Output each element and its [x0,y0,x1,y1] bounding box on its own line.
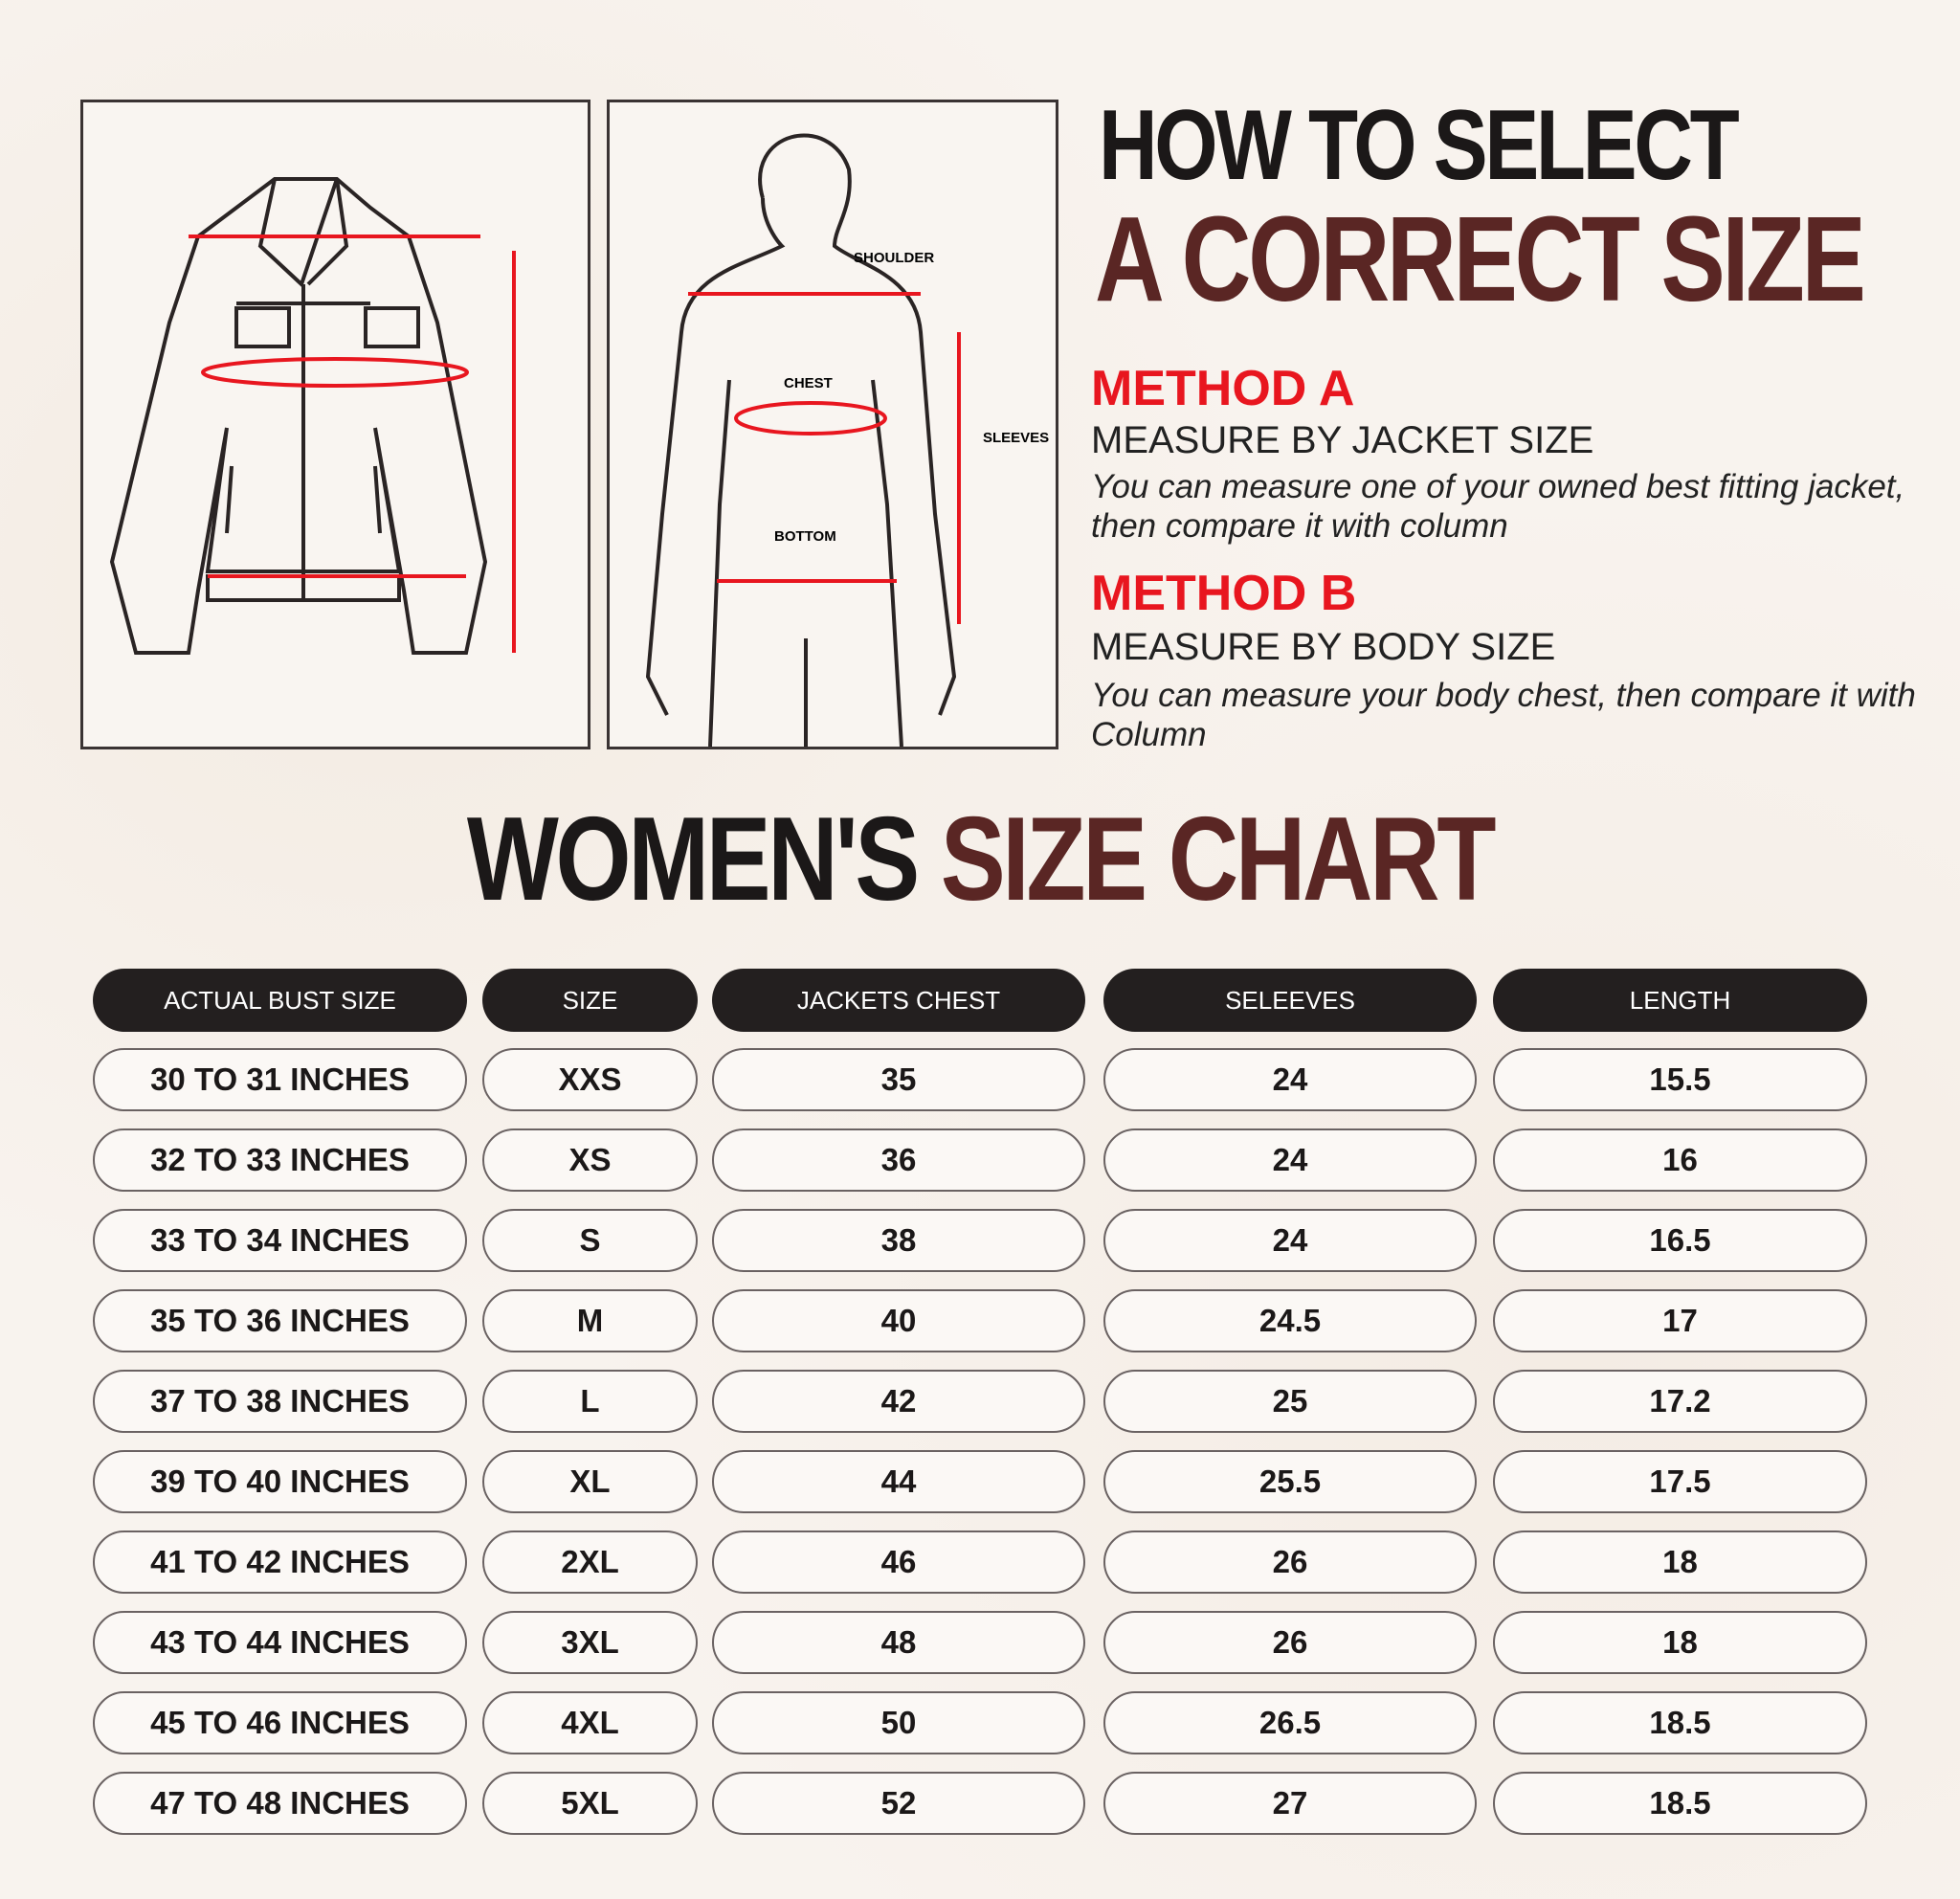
table-cell: 30 TO 31 INCHES [93,1048,467,1111]
table-cell: S [482,1209,698,1272]
table-cell: 24 [1103,1128,1477,1192]
table-cell: 36 [712,1128,1085,1192]
column-header: JACKETS CHEST [712,969,1085,1032]
table-cell: 16.5 [1493,1209,1867,1272]
table-cell: 35 TO 36 INCHES [93,1289,467,1352]
table-cell: 17.2 [1493,1370,1867,1433]
table-cell: 4XL [482,1691,698,1754]
chart-title-part1: WOMEN'S [466,793,920,926]
table-cell: 26 [1103,1530,1477,1594]
table-cell: 18.5 [1493,1772,1867,1835]
heading-line2: A CORRECT SIZE [1095,191,1866,326]
table-cell: XL [482,1450,698,1513]
table-cell: 24 [1103,1048,1477,1111]
table-cell: 46 [712,1530,1085,1594]
chest-label: CHEST [784,375,833,391]
table-cell: 41 TO 42 INCHES [93,1530,467,1594]
table-cell: 26 [1103,1611,1477,1674]
table-cell: 44 [712,1450,1085,1513]
table-cell: 15.5 [1493,1048,1867,1111]
table-cell: 35 [712,1048,1085,1111]
table-cell: 52 [712,1772,1085,1835]
column-header: LENGTH [1493,969,1867,1032]
table-cell: 27 [1103,1772,1477,1835]
table-cell: 24.5 [1103,1289,1477,1352]
heading-line1: HOW TO SELECT [1099,90,1740,201]
table-cell: 25 [1103,1370,1477,1433]
table-cell: 39 TO 40 INCHES [93,1450,467,1513]
table-cell: 32 TO 33 INCHES [93,1128,467,1192]
table-cell: 43 TO 44 INCHES [93,1611,467,1674]
table-cell: 16 [1493,1128,1867,1192]
table-cell: 47 TO 48 INCHES [93,1772,467,1835]
table-cell: XXS [482,1048,698,1111]
table-cell: 3XL [482,1611,698,1674]
table-cell: 38 [712,1209,1085,1272]
table-cell: XS [482,1128,698,1192]
table-cell: 42 [712,1370,1085,1433]
method-a-subtitle: MEASURE BY JACKET SIZE [1091,419,1594,461]
table-cell: 18 [1493,1611,1867,1674]
table-cell: 26.5 [1103,1691,1477,1754]
table-cell: 5XL [482,1772,698,1835]
column-header: ACTUAL BUST SIZE [93,969,467,1032]
table-cell: 25.5 [1103,1450,1477,1513]
table-cell: 18 [1493,1530,1867,1594]
column-header: SIZE [482,969,698,1032]
table-cell: 48 [712,1611,1085,1674]
table-cell: L [482,1370,698,1433]
table-cell: 24 [1103,1209,1477,1272]
method-b-description: You can measure your body chest, then co… [1091,677,1916,753]
table-cell: 37 TO 38 INCHES [93,1370,467,1433]
bottom-label: BOTTOM [774,528,836,545]
method-b-subtitle: MEASURE BY BODY SIZE [1091,626,1556,668]
jacket-diagram [80,100,590,749]
table-cell: 17 [1493,1289,1867,1352]
table-cell: 18.5 [1493,1691,1867,1754]
column-header: SELEEVES [1103,969,1477,1032]
chart-title-part2: SIZE CHART [940,793,1497,926]
table-cell: 50 [712,1691,1085,1754]
body-diagram: SHOULDER CHEST SLEEVES BOTTOM [607,100,1058,749]
table-cell: 33 TO 34 INCHES [93,1209,467,1272]
sleeves-label: SLEEVES [983,430,1049,446]
body-illustration: SHOULDER CHEST SLEEVES BOTTOM [645,133,1049,748]
table-cell: M [482,1289,698,1352]
table-cell: 40 [712,1289,1085,1352]
shoulder-label: SHOULDER [854,250,934,266]
method-a-description: You can measure one of your owned best f… [1091,468,1905,545]
method-b-title: METHOD B [1091,566,1357,621]
table-cell: 2XL [482,1530,698,1594]
jacket-illustration [109,177,516,655]
table-cell: 17.5 [1493,1450,1867,1513]
method-a-title: METHOD A [1091,361,1355,416]
chart-title: WOMEN'S SIZE CHART [176,800,1783,919]
table-cell: 45 TO 46 INCHES [93,1691,467,1754]
